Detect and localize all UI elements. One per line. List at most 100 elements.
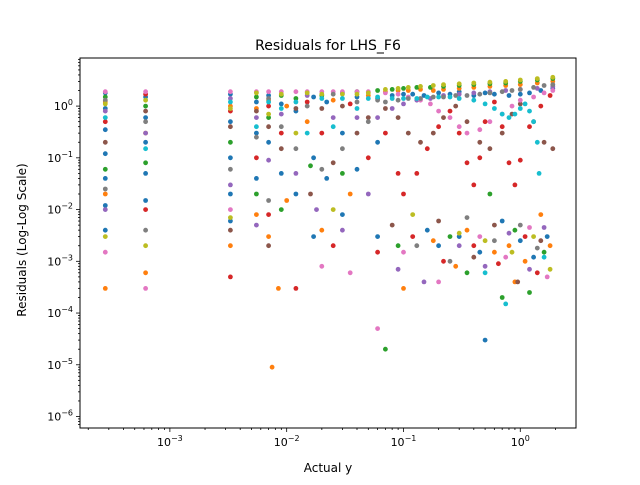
data-point <box>308 163 313 169</box>
data-point <box>395 171 401 176</box>
data-point <box>499 295 505 300</box>
data-point <box>428 101 433 107</box>
data-point <box>517 157 523 163</box>
data-point <box>418 139 423 145</box>
data-point <box>447 258 453 264</box>
data-point <box>506 230 512 236</box>
data-point <box>534 270 540 276</box>
data-point <box>319 96 325 101</box>
data-point <box>506 243 512 249</box>
data-point <box>228 218 233 224</box>
data-point <box>102 166 108 172</box>
data-point <box>228 166 233 172</box>
data-point <box>464 160 470 166</box>
x-tick-label: 10−2 <box>274 434 300 449</box>
data-point <box>471 254 477 260</box>
data-point <box>278 130 284 136</box>
data-point <box>383 346 388 352</box>
x-axis-label: Actual y <box>304 461 353 475</box>
data-point <box>544 274 550 280</box>
data-point <box>464 215 470 221</box>
data-point <box>102 89 108 95</box>
y-tick-label: 10−3 <box>47 253 73 268</box>
data-point <box>550 82 556 87</box>
data-point <box>354 91 360 97</box>
data-point <box>254 115 259 120</box>
data-point <box>266 139 271 145</box>
data-point <box>517 101 523 107</box>
data-point <box>517 238 523 244</box>
data-point <box>414 85 420 90</box>
data-point <box>496 261 501 267</box>
data-point <box>266 103 271 109</box>
data-point <box>340 103 345 109</box>
data-point <box>389 87 395 92</box>
data-point <box>293 286 299 291</box>
data-point <box>541 225 547 230</box>
data-point <box>477 91 483 97</box>
data-point <box>143 270 149 276</box>
data-point <box>538 88 544 93</box>
data-point <box>330 97 336 103</box>
y-tick-label: 10−6 <box>47 409 73 424</box>
data-point <box>102 186 108 192</box>
data-point <box>354 106 360 111</box>
data-point <box>401 91 406 97</box>
data-point <box>266 243 271 249</box>
data-point <box>436 108 441 114</box>
data-point <box>499 124 505 130</box>
data-point <box>293 146 299 152</box>
data-point <box>492 238 497 244</box>
data-point <box>447 94 453 100</box>
data-point <box>418 96 423 101</box>
data-point <box>534 245 540 251</box>
data-point <box>447 115 453 120</box>
data-point <box>544 234 550 240</box>
data-point <box>383 90 388 96</box>
data-point <box>471 90 477 96</box>
data-point <box>436 94 441 100</box>
data-point <box>550 88 556 93</box>
data-point <box>477 155 483 161</box>
data-point <box>395 91 401 97</box>
data-point <box>517 106 523 111</box>
data-point <box>228 227 233 233</box>
data-point <box>509 249 515 255</box>
data-point <box>293 99 299 105</box>
data-point <box>143 243 149 249</box>
data-point <box>375 249 380 255</box>
data-point <box>471 97 477 103</box>
data-point <box>278 91 284 97</box>
data-point <box>304 119 310 125</box>
data-point <box>102 108 108 114</box>
data-point <box>487 191 493 197</box>
data-point <box>330 207 336 213</box>
data-point <box>278 124 284 130</box>
data-point <box>436 90 441 96</box>
data-point <box>228 182 233 188</box>
data-point <box>456 81 462 87</box>
data-point <box>347 191 353 197</box>
data-point <box>330 91 336 97</box>
data-point <box>278 111 284 117</box>
data-point <box>143 103 149 109</box>
data-point <box>456 96 462 101</box>
data-point <box>324 99 330 105</box>
data-point <box>430 94 436 100</box>
data-point <box>143 130 149 136</box>
data-point <box>477 139 483 145</box>
data-point <box>389 222 395 228</box>
data-point <box>503 79 509 84</box>
data-point <box>143 89 149 95</box>
data-point <box>441 258 446 264</box>
data-point <box>401 191 406 197</box>
data-point <box>414 243 420 249</box>
data-point <box>365 96 371 101</box>
data-point <box>517 91 523 97</box>
data-point <box>424 146 430 152</box>
data-point <box>228 215 233 221</box>
y-tick-label: 10−2 <box>47 202 73 217</box>
data-point <box>340 96 345 101</box>
data-point <box>395 97 401 103</box>
data-point <box>487 79 493 85</box>
